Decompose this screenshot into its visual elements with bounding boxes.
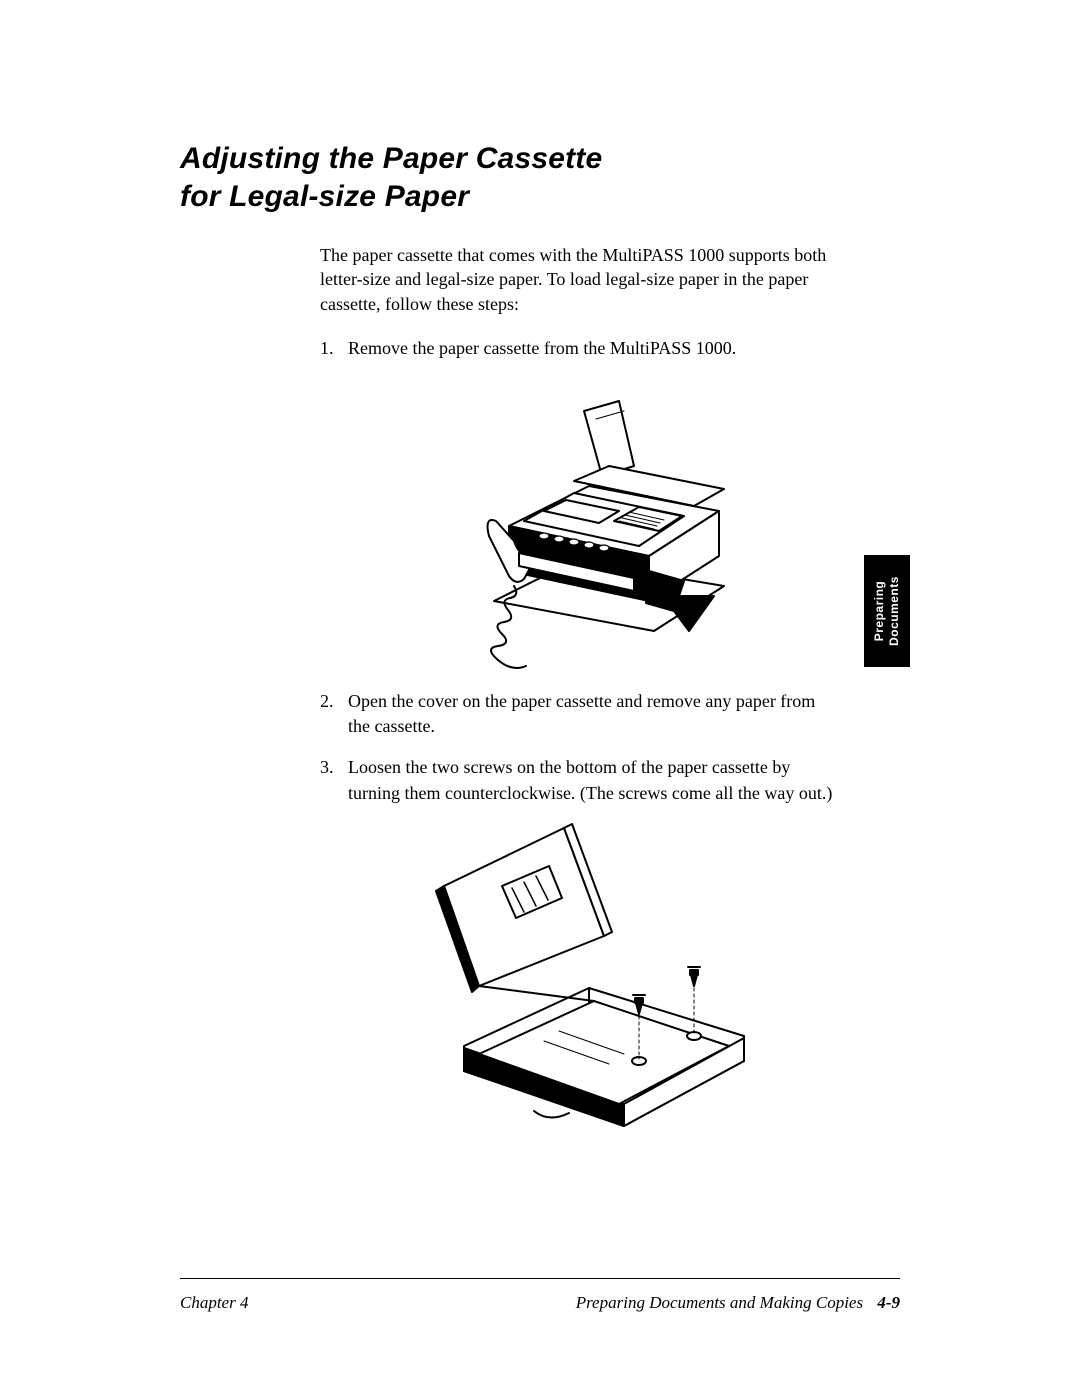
step-1-text: Remove the paper cassette from the Multi…	[348, 338, 736, 358]
intro-paragraph: The paper cassette that comes with the M…	[320, 243, 840, 316]
figure-printer	[348, 371, 840, 671]
page-footer: Chapter 4 Preparing Documents and Making…	[180, 1293, 900, 1313]
footer-page-number: 4-9	[877, 1293, 900, 1312]
section-heading: Adjusting the Paper Cassette for Legal-s…	[180, 140, 900, 215]
heading-line-1: Adjusting the Paper Cassette	[180, 142, 602, 175]
section-tab: Preparing Documents	[864, 555, 910, 667]
figure-cassette	[348, 816, 840, 1136]
steps-list: Remove the paper cassette from the Multi…	[320, 336, 840, 1136]
footer-chapter: Chapter 4	[180, 1293, 248, 1313]
footer-title: Preparing Documents and Making Copies	[576, 1293, 863, 1312]
cassette-illustration	[424, 816, 764, 1136]
body-content: The paper cassette that comes with the M…	[320, 243, 840, 1136]
step-3-text: Loosen the two screws on the bottom of t…	[348, 757, 832, 802]
heading-line-2: for Legal-size Paper	[180, 180, 469, 213]
printer-illustration	[424, 371, 764, 671]
footer-rule	[180, 1278, 900, 1279]
section-tab-label: Preparing Documents	[872, 576, 902, 646]
step-3: Loosen the two screws on the bottom of t…	[320, 755, 840, 1135]
tab-line-1: Preparing	[872, 581, 886, 642]
step-1: Remove the paper cassette from the Multi…	[320, 336, 840, 671]
step-2: Open the cover on the paper cassette and…	[320, 689, 840, 739]
tab-line-2: Documents	[887, 576, 901, 646]
manual-page: Adjusting the Paper Cassette for Legal-s…	[0, 0, 1080, 1397]
step-2-text: Open the cover on the paper cassette and…	[348, 691, 815, 736]
footer-title-block: Preparing Documents and Making Copies 4-…	[576, 1293, 900, 1313]
